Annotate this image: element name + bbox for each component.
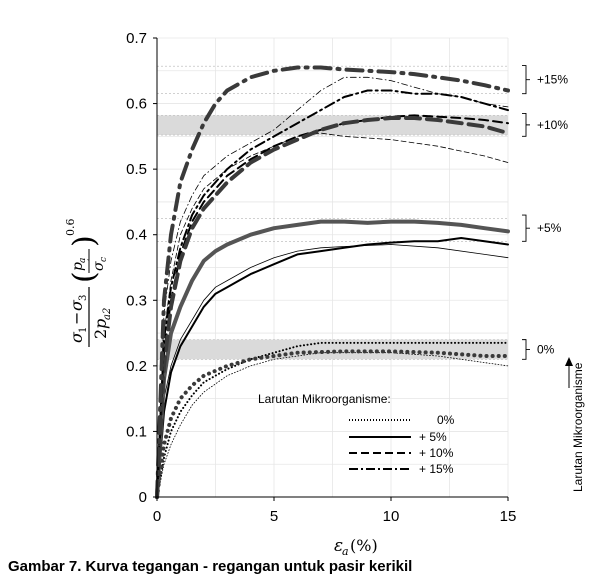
svg-text:−: − <box>67 312 86 325</box>
svg-text:a: a <box>78 258 88 263</box>
y-tick-label: 0.1 <box>126 423 147 440</box>
svg-text:3: 3 <box>78 295 89 301</box>
legend-label-3: + 15% <box>419 462 454 476</box>
series-line-2 <box>155 349 510 499</box>
series-line-11 <box>155 65 510 499</box>
series-line-5 <box>155 219 510 499</box>
svg-text:(: ( <box>67 271 102 283</box>
svg-text:c: c <box>99 257 109 262</box>
group-brackets: 0% +5% +10% +15% <box>522 65 568 360</box>
y-tick-label: 0.4 <box>126 227 147 244</box>
svg-text:0.6: 0.6 <box>64 219 77 237</box>
bracket-0 <box>522 339 530 360</box>
bracket-3 <box>522 65 530 95</box>
group-label-0: 0% <box>537 342 555 356</box>
axes <box>156 38 508 498</box>
stress-strain-chart: 0 5 10 15 0 0.1 0.2 0.3 0.4 0.5 0.6 0.7 0% +5% +10% +1… <box>64 30 585 558</box>
svg-text:σ: σ <box>91 261 107 271</box>
svg-text:2: 2 <box>91 329 110 339</box>
svg-text:): ) <box>67 235 102 247</box>
series-line-0 <box>156 352 509 498</box>
svg-text:(%): (%) <box>350 536 378 555</box>
series-line-7 <box>156 114 509 498</box>
group-guide-lines <box>157 65 508 360</box>
microorganism-arrow: Larutan Mikroorganisme <box>565 357 585 492</box>
series-line-9 <box>156 76 509 498</box>
svg-text:a: a <box>342 545 349 558</box>
x-tick-label: 5 <box>270 508 278 525</box>
tick-labels: 0 5 10 15 0 0.1 0.2 0.3 0.4 0.5 0.6 0.7 <box>126 30 516 525</box>
bracket-2 <box>522 112 530 137</box>
legend-label-1: + 5% <box>419 430 447 444</box>
x-tick-label: 0 <box>153 508 161 525</box>
series-line-4 <box>156 237 509 498</box>
x-axis-label: ε a (%) <box>334 536 378 558</box>
legend-title: Larutan Mikroorganisme: <box>258 392 391 406</box>
svg-text:p: p <box>70 262 86 271</box>
group-label-2: +10% <box>537 118 568 132</box>
svg-text:p: p <box>91 319 110 329</box>
grid-lines <box>156 37 509 498</box>
svg-text:σ: σ <box>67 331 86 343</box>
y-tick-label: 0.3 <box>126 292 147 309</box>
y-tick-label: 0.2 <box>126 358 147 375</box>
series-layer <box>155 65 510 499</box>
series-line-3 <box>156 244 509 498</box>
figure-caption: Gambar 7. Kurva tegangan - regangan untu… <box>8 558 413 575</box>
svg-text:a2: a2 <box>102 308 113 320</box>
bracket-1 <box>522 214 530 242</box>
y-tick-label: 0.5 <box>126 161 147 178</box>
x-tick-label: 10 <box>383 508 400 525</box>
legend: Larutan Mikroorganisme: 0% + 5% + 10% + 15% <box>258 392 455 476</box>
svg-text:1: 1 <box>78 327 89 333</box>
y-tick-label: 0 <box>139 489 147 506</box>
series-line-6 <box>156 132 509 498</box>
legend-label-2: + 10% <box>419 446 454 460</box>
series-line-8 <box>155 116 510 499</box>
y-axis-label: σ 1 − σ 3 2 p a2 ( p a σ c ′ ) 0.6 <box>64 219 113 347</box>
arrow-label: Larutan Mikroorganisme <box>571 362 585 492</box>
series-line-1 <box>156 341 509 498</box>
band-0 <box>157 339 508 360</box>
group-label-1: +5% <box>537 221 562 235</box>
legend-label-0: 0% <box>437 413 455 427</box>
svg-text:′: ′ <box>87 258 98 261</box>
x-tick-label: 15 <box>500 508 517 525</box>
group-label-3: +15% <box>537 73 568 87</box>
series-line-10 <box>156 89 509 498</box>
svg-text:σ: σ <box>67 299 86 311</box>
svg-text:ε: ε <box>334 536 343 556</box>
y-tick-label: 0.7 <box>126 30 147 47</box>
y-tick-label: 0.6 <box>126 96 147 113</box>
